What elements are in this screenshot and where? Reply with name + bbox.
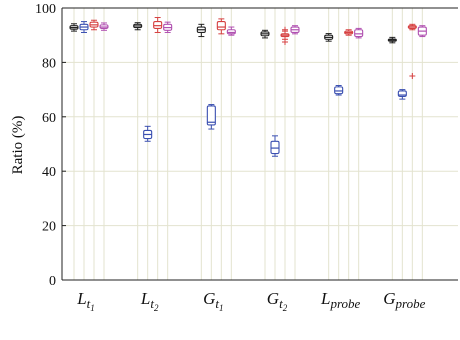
x-tick-label: Gprobe: [383, 289, 425, 311]
tick-label-layer: 0 20 40 60 80 100 Lt1 Lt2 Gt1 Gt2 Lprobe Gprobe: [35, 2, 426, 313]
y-tick-label: 100: [35, 2, 56, 17]
y-tick-label: 60: [42, 111, 56, 126]
box-body: [216, 21, 226, 31]
y-tick-label: 20: [42, 220, 56, 235]
box-body: [153, 21, 163, 29]
box-layer: [69, 17, 427, 157]
y-tick-label: 40: [42, 165, 56, 180]
x-tick-label: Gt2: [267, 289, 288, 313]
y-tick-label: 80: [42, 56, 56, 71]
y-tick-label: 0: [49, 274, 56, 289]
x-tick-label: Lprobe: [320, 289, 361, 311]
x-tick-label: Lt2: [140, 289, 159, 313]
box-body: [334, 86, 344, 95]
x-tick-label: Gt1: [203, 289, 223, 313]
box-body: [226, 29, 236, 35]
box-body: [270, 140, 280, 155]
plot-area: [62, 8, 458, 280]
y-axis-label: Ratio (%): [10, 116, 26, 175]
axis-layer: [61, 7, 458, 281]
box-body: [206, 105, 216, 126]
box-body: [354, 29, 364, 38]
x-tick-label: Lt1: [76, 289, 95, 313]
